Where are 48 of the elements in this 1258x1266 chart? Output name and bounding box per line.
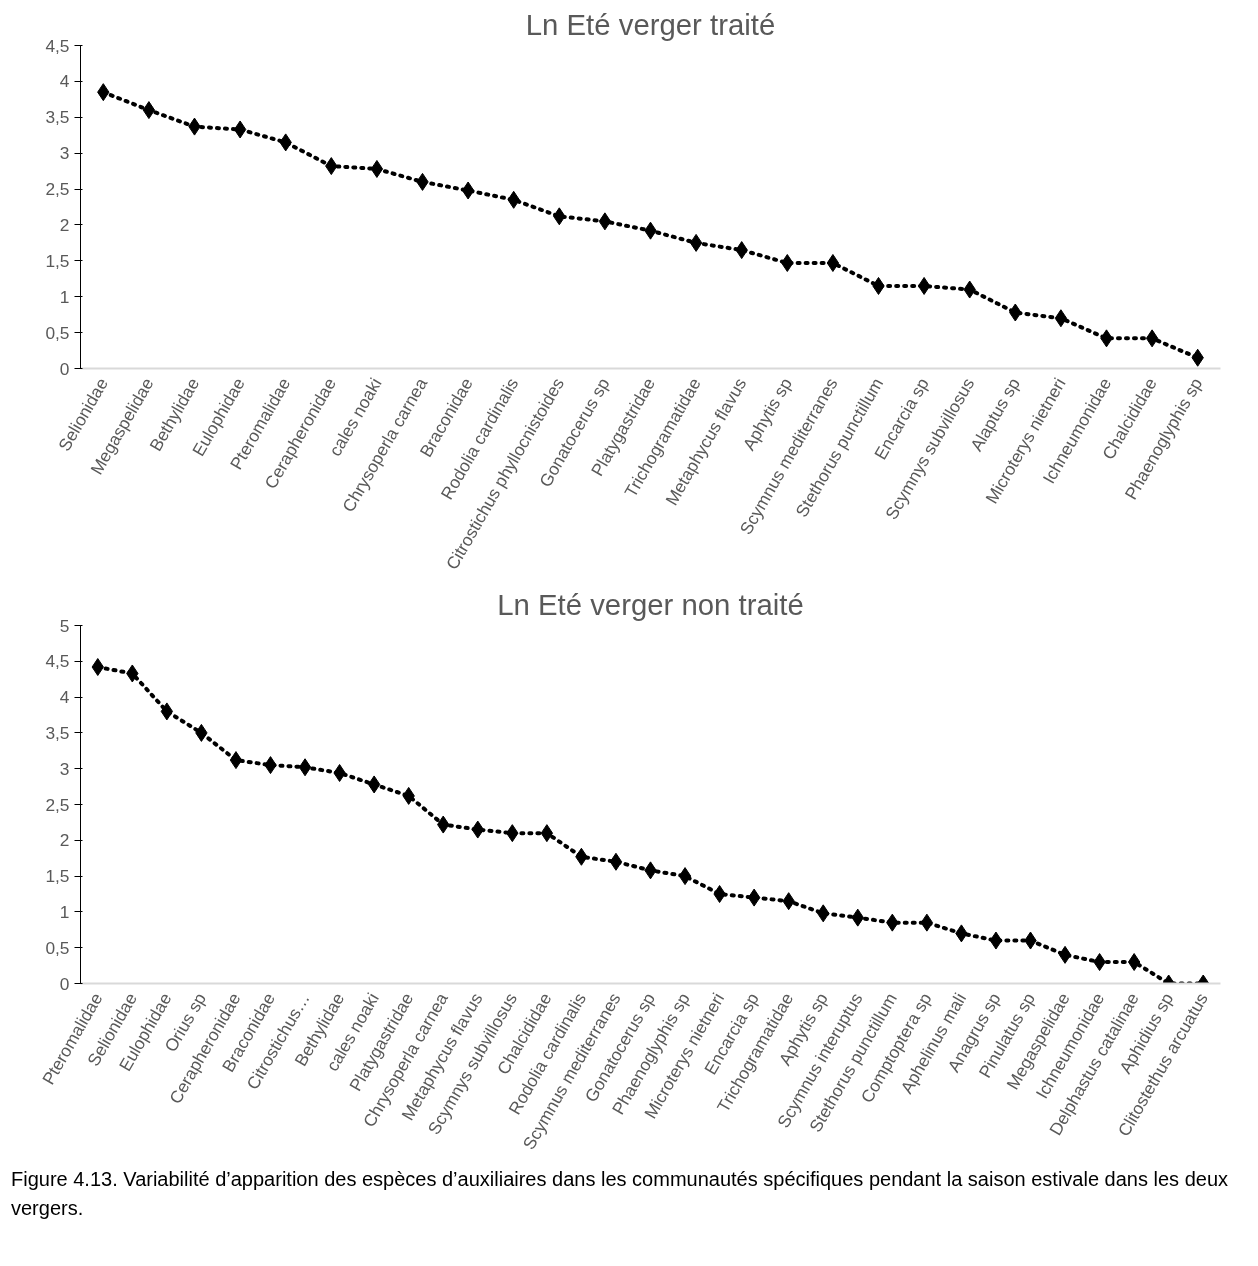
y-tick-label: 2,5: [45, 794, 70, 815]
chart-title: Ln Eté verger non traité: [497, 587, 804, 621]
y-tick-label: 0,5: [45, 937, 70, 958]
point: [678, 867, 692, 886]
y-tick-label: 4,5: [45, 651, 70, 672]
point: [989, 931, 1003, 950]
point: [920, 913, 934, 932]
y-tick-label: 0,5: [45, 322, 70, 343]
point: [609, 852, 623, 871]
y-tick-label: 1,5: [45, 250, 70, 271]
point: [747, 888, 761, 907]
point: [233, 120, 247, 139]
y-tick-label: 4: [59, 71, 70, 92]
point: [160, 702, 174, 721]
point: [461, 181, 475, 200]
y-tick-label: 4,5: [45, 35, 70, 56]
y-tick-label: 1: [59, 901, 70, 922]
y-tick-label: 2,5: [45, 179, 70, 200]
point: [142, 101, 156, 120]
y-tick-label: 0: [59, 973, 70, 994]
point: [1145, 329, 1159, 348]
y-tick-label: 4: [59, 687, 70, 708]
point: [598, 212, 612, 231]
y-tick-label: 2: [59, 214, 70, 235]
point: [370, 159, 384, 178]
chart-title: Ln Eté verger traité: [525, 7, 776, 41]
point: [826, 253, 840, 272]
point: [540, 824, 554, 843]
point: [367, 775, 381, 794]
point: [1058, 945, 1072, 964]
y-tick-label: 1: [59, 286, 70, 307]
point: [1054, 309, 1068, 328]
point: [1127, 953, 1141, 972]
y-tick-label: 0: [59, 358, 70, 379]
point: [229, 751, 243, 770]
y-tick-label: 5: [59, 615, 70, 636]
point: [333, 764, 346, 782]
point: [917, 276, 931, 295]
y-tick-label: 3: [59, 143, 70, 164]
y-tick-label: 3,5: [45, 722, 70, 743]
point: [713, 885, 726, 903]
y-tick-label: 1,5: [45, 866, 70, 887]
caption: Figure 4.13. Variabilité d’apparition des espèces d’auxiliaires dans les communautés spécifiques pendant la saison estivale dans les deux vergers.: [11, 1167, 1229, 1221]
point: [689, 233, 703, 252]
y-tick-label: 3: [59, 758, 70, 779]
y-tick-label: 2: [59, 830, 70, 851]
y-tick-label: 3,5: [45, 107, 70, 128]
point: [298, 758, 312, 777]
